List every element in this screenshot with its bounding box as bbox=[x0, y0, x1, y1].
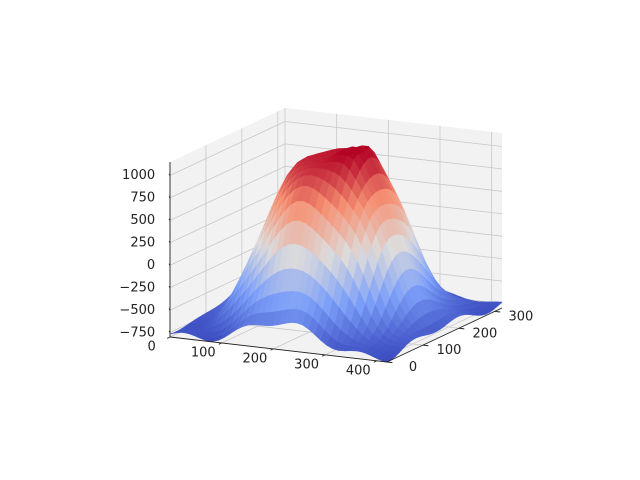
axes bbox=[169, 162, 503, 363]
grid-line bbox=[284, 121, 503, 147]
x-tick bbox=[166, 336, 171, 339]
x-tick bbox=[373, 360, 377, 363]
y-tick bbox=[494, 310, 501, 313]
grid-line bbox=[169, 143, 286, 199]
y-tick bbox=[458, 327, 465, 330]
y-tick-label: 300 bbox=[508, 309, 533, 324]
z-tick-label: −750 bbox=[119, 325, 155, 340]
x-tick-label: 100 bbox=[191, 346, 216, 361]
x-tick-label: 300 bbox=[294, 357, 319, 372]
x-axis-line bbox=[169, 336, 388, 363]
grid-line bbox=[169, 210, 286, 266]
grid-line bbox=[169, 165, 286, 221]
x-tick bbox=[218, 342, 222, 345]
grid-line bbox=[284, 143, 503, 170]
grid-line bbox=[169, 121, 286, 176]
x-tick-label: 200 bbox=[243, 352, 268, 367]
z-tick bbox=[168, 241, 171, 244]
z-tick-label: 750 bbox=[130, 191, 155, 206]
x-tick-label: 400 bbox=[346, 363, 371, 378]
y-tick bbox=[422, 344, 429, 347]
y-axis-line bbox=[386, 307, 503, 363]
z-tick-label: 500 bbox=[130, 213, 155, 228]
y-tick-label: 200 bbox=[473, 326, 498, 341]
z-tick bbox=[168, 263, 171, 266]
x-tick bbox=[321, 354, 326, 357]
y-tick-label: 0 bbox=[409, 360, 417, 375]
z-tick bbox=[168, 285, 171, 288]
z-tick bbox=[168, 173, 171, 176]
y-tick-label: 100 bbox=[437, 343, 462, 358]
z-tick-label: 250 bbox=[130, 236, 155, 251]
surface bbox=[169, 145, 503, 363]
x-tick-label: 0 bbox=[147, 340, 155, 355]
x-tick bbox=[270, 348, 274, 351]
z-tick bbox=[168, 218, 171, 221]
z-tick-label: −250 bbox=[119, 280, 155, 295]
z-tick bbox=[168, 330, 171, 333]
ticks: 0 100 200 300 400 0 100 200 300 −750 −500 −250 0 250 5… bbox=[119, 168, 533, 378]
y-tick bbox=[386, 361, 393, 364]
z-tick-label: 1000 bbox=[122, 168, 155, 183]
z-tick bbox=[168, 308, 171, 311]
z-tick bbox=[168, 196, 171, 199]
z-tick-label: 0 bbox=[147, 258, 155, 273]
z-tick-label: −500 bbox=[119, 303, 155, 318]
grid-line bbox=[169, 188, 286, 244]
